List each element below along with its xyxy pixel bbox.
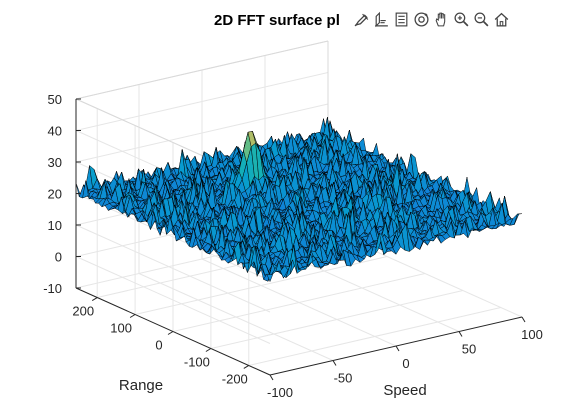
- z-tick-label: 30: [48, 155, 62, 170]
- data-tips-icon: [375, 11, 388, 27]
- y-tick-label: 100: [110, 321, 132, 336]
- zoom-in-icon: [454, 11, 469, 26]
- x-tick-label: 0: [402, 356, 409, 371]
- y-axis-label: Range: [119, 377, 163, 394]
- zoom-out-icon: [474, 11, 489, 26]
- zoom-in-button[interactable]: [452, 10, 471, 29]
- x-tick: [521, 316, 526, 323]
- x-tick: [395, 345, 400, 352]
- y-tick-label: 200: [72, 304, 94, 319]
- x-axis-label: Speed: [383, 382, 426, 399]
- x-tick: [458, 331, 463, 337]
- grid-line: [248, 306, 501, 366]
- y-tick: [243, 365, 250, 369]
- brush-icon: [354, 13, 369, 26]
- fft-surface[interactable]: [75, 117, 523, 283]
- z-tick-label: -10: [43, 281, 62, 296]
- rotate-3d-icon: [414, 11, 429, 27]
- z-tick-label: 10: [48, 218, 62, 233]
- home-button[interactable]: [492, 10, 511, 29]
- rotate-3d-button[interactable]: [412, 10, 431, 29]
- pan-hand-icon: [435, 12, 446, 26]
- y-tick: [129, 314, 136, 318]
- y-tick: [167, 331, 174, 335]
- x-tick-label: -50: [334, 371, 353, 386]
- home-icon: [494, 12, 509, 27]
- legend-button[interactable]: [392, 10, 411, 29]
- pan-button[interactable]: [432, 10, 451, 29]
- data-tips-button[interactable]: [372, 10, 391, 29]
- z-tick-label: 50: [48, 92, 62, 107]
- x-tick: [269, 374, 274, 381]
- zoom-out-button[interactable]: [472, 10, 491, 29]
- y-tick: [205, 348, 212, 352]
- x-tick-label: 50: [462, 342, 476, 357]
- y-tick-label: -200: [222, 371, 248, 386]
- axes-lines: [75, 98, 526, 381]
- z-tick-label: 40: [48, 124, 62, 139]
- grid-line: [210, 290, 464, 349]
- y-tick: [91, 297, 98, 301]
- x-tick-label: -100: [267, 385, 293, 400]
- figure-toolbar: [352, 9, 511, 29]
- box-edge: [75, 40, 329, 100]
- surface-patch: [514, 213, 523, 225]
- x-tick: [332, 360, 337, 366]
- z-tick-label: 0: [55, 250, 62, 265]
- grid-line: [172, 273, 426, 332]
- tick-labels: -100-50050100-200-1000100200-10010203040…: [43, 92, 543, 400]
- z-tick-label: 20: [48, 187, 62, 202]
- grid-line: [134, 256, 388, 315]
- brush-button[interactable]: [352, 10, 371, 29]
- chart-title: 2D FFT surface pl: [214, 12, 340, 29]
- x-tick-label: 100: [521, 327, 543, 342]
- legend-icon: [395, 12, 408, 26]
- y-tick-label: 0: [155, 338, 162, 353]
- y-tick-label: -100: [184, 354, 210, 369]
